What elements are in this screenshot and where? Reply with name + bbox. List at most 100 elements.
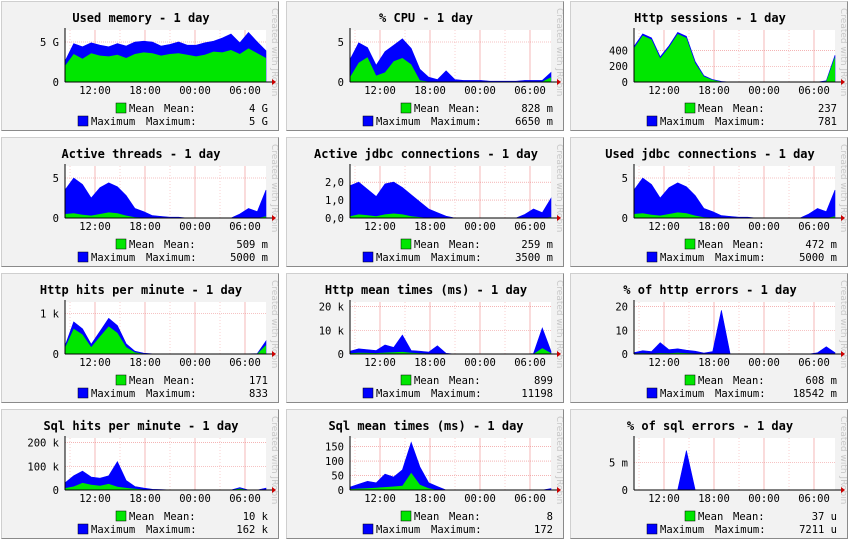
chart-svg: Sql hits per minute - 1 day Created with … (27, 416, 278, 536)
x-axis-arrow (272, 351, 276, 357)
legend-series-mean: Mean (698, 103, 723, 115)
legend-swatch-mean (400, 102, 412, 114)
x-tick-label: 00:00 (179, 493, 211, 505)
chart-panel[interactable]: Sql mean times (ms) - 1 day Created with … (286, 409, 564, 539)
x-axis-arrow (557, 487, 561, 493)
x-tick-label: 00:00 (748, 85, 780, 97)
legend-series-max: Maximum (91, 524, 135, 536)
legend-stat-value-mean: 472 m (805, 239, 837, 251)
chart-panel[interactable]: Used jdbc connections - 1 day Created wit… (570, 137, 848, 267)
legend-stat-value-max: 3500 m (515, 252, 553, 264)
x-tick-label: 00:00 (748, 493, 780, 505)
legend-series-mean: Mean (414, 103, 439, 115)
y-tick-label: 0 (338, 349, 344, 361)
chart-title: Http sessions - 1 day (634, 11, 786, 25)
chart-panel[interactable]: % CPU - 1 day Created with JRobin 0 5 12:00 1… (286, 1, 564, 131)
legend-series-mean: Mean (129, 239, 154, 251)
legend-swatch-max (77, 251, 89, 263)
series-max-area (633, 177, 836, 219)
series-max-area (64, 177, 267, 219)
series-mean-area (350, 213, 551, 218)
jrobin-watermark: Created with JRobin (269, 144, 279, 232)
legend-swatch-max (646, 523, 658, 535)
legend-stat-value-max: 5 G (249, 116, 268, 128)
x-tick-label: 18:00 (414, 493, 446, 505)
legend-series-mean: Mean (698, 239, 723, 251)
legend-series-mean: Mean (698, 375, 723, 387)
legend-series-mean: Mean (129, 103, 154, 115)
chart-title: Sql mean times (ms) - 1 day (328, 419, 523, 433)
x-tick-label: 00:00 (748, 357, 780, 369)
legend-series-max: Maximum (376, 388, 420, 400)
y-tick-label: 100 k (27, 461, 59, 473)
x-axis-arrow (557, 215, 561, 221)
legend-series-max: Maximum (376, 252, 420, 264)
legend-stat-label-mean: Mean: (164, 511, 196, 523)
x-tick-label: 00:00 (464, 85, 496, 97)
series-mean-area (350, 472, 551, 490)
x-tick-label: 06:00 (229, 357, 261, 369)
legend-series-max: Maximum (91, 252, 135, 264)
legend-swatch-mean (400, 238, 412, 250)
y-tick-label: 10 k (319, 325, 345, 337)
legend-stat-value-max: 172 (534, 524, 553, 536)
series-mean-area (65, 212, 266, 218)
x-tick-label: 12:00 (364, 85, 396, 97)
x-tick-label: 18:00 (414, 85, 446, 97)
legend-stat-label-mean: Mean: (449, 375, 481, 387)
legend-stat-label-max: Maximum: (715, 388, 766, 400)
x-tick-label: 18:00 (698, 85, 730, 97)
legend-stat-label-max: Maximum: (431, 116, 482, 128)
y-tick-label: 1,0 (325, 195, 344, 207)
legend-stat-label-max: Maximum: (146, 116, 197, 128)
series-mean-area (350, 57, 551, 82)
legend-swatch-mean (684, 374, 696, 386)
x-tick-label: 18:00 (698, 493, 730, 505)
chart-panel[interactable]: % of http errors - 1 day Created with JRo… (570, 273, 848, 403)
y-tick-label: 100 (325, 456, 344, 468)
chart-panel[interactable]: Used memory - 1 day Created with JRobin 0 5… (1, 1, 279, 131)
legend-stat-label-mean: Mean: (164, 103, 196, 115)
x-tick-label: 12:00 (648, 221, 680, 233)
legend-stat-label-mean: Mean: (449, 239, 481, 251)
jrobin-watermark: Created with JRobin (838, 416, 848, 504)
chart-svg: Http mean times (ms) - 1 day Created with… (319, 280, 563, 400)
chart-panel[interactable]: Http mean times (ms) - 1 day Created with… (286, 273, 564, 403)
chart-title: % CPU - 1 day (379, 11, 473, 25)
y-tick-label: 0 (622, 349, 628, 361)
legend-stat-value-mean: 237 (818, 103, 837, 115)
jrobin-watermark: Created with JRobin (554, 8, 564, 96)
chart-title: Used memory - 1 day (72, 11, 209, 25)
chart-panel[interactable]: Active threads - 1 day Created with JRobi… (1, 137, 279, 267)
x-tick-label: 00:00 (179, 85, 211, 97)
jrobin-watermark: Created with JRobin (554, 144, 564, 232)
legend-stat-value-max: 162 k (236, 524, 268, 536)
x-tick-label: 18:00 (129, 85, 161, 97)
chart-panel[interactable]: Sql hits per minute - 1 day Created with … (1, 409, 279, 539)
chart-svg: % CPU - 1 day Created with JRobin 0 5 12:00 1… (338, 8, 564, 128)
chart-svg: Http sessions - 1 day Created with JRobin… (609, 8, 847, 128)
legend-stat-label-mean: Mean: (733, 511, 765, 523)
x-tick-label: 18:00 (414, 221, 446, 233)
chart-panel[interactable]: % of sql errors - 1 day Created with JRob… (570, 409, 848, 539)
legend-swatch-mean (400, 374, 412, 386)
x-tick-label: 06:00 (798, 357, 830, 369)
legend-swatch-max (646, 251, 658, 263)
y-tick-label: 0,0 (325, 213, 344, 225)
y-tick-label: 200 (609, 61, 628, 73)
x-tick-label: 12:00 (79, 85, 111, 97)
chart-panel[interactable]: Active jdbc connections - 1 day Created w… (286, 137, 564, 267)
legend-stat-label-max: Maximum: (431, 252, 482, 264)
legend-stat-value-max: 11198 (521, 388, 553, 400)
x-tick-label: 12:00 (364, 357, 396, 369)
legend-stat-label-max: Maximum: (146, 524, 197, 536)
chart-title: Http mean times (ms) - 1 day (325, 283, 527, 297)
x-axis-arrow (841, 351, 845, 357)
x-axis-arrow (557, 351, 561, 357)
chart-panel[interactable]: Http hits per minute - 1 day Created with… (1, 273, 279, 403)
chart-panel[interactable]: Http sessions - 1 day Created with JRobin… (570, 1, 848, 131)
plot-area (350, 302, 551, 354)
x-tick-label: 12:00 (648, 85, 680, 97)
x-tick-label: 18:00 (129, 357, 161, 369)
